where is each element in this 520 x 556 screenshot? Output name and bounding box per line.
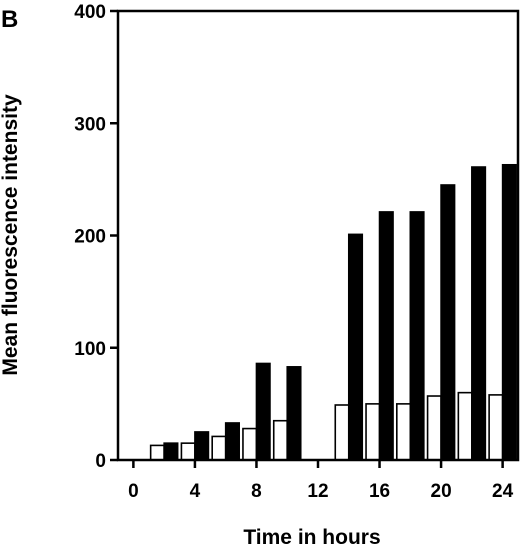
x-tick-label-4: 4 <box>190 481 201 502</box>
bar-series-1-x-6 <box>211 435 227 461</box>
x-tick-label-12: 12 <box>307 481 328 502</box>
y-tick-label-300: 300 <box>74 114 106 135</box>
y-tick-label-0: 0 <box>95 451 106 472</box>
x-tick-label-24: 24 <box>492 481 514 502</box>
bar-series-2-x-14 <box>347 233 364 461</box>
bar-series-2-x-20 <box>440 184 456 461</box>
bar-series-2-x-10 <box>286 366 302 461</box>
bar-series-1-x-2 <box>149 444 165 461</box>
bar-series-2-x-24 <box>501 163 517 461</box>
x-tick-label-8: 8 <box>251 481 262 502</box>
bar-series-1-x-4 <box>180 442 196 461</box>
bar-series-1-x-10 <box>272 419 289 461</box>
bar-series-2-x-6 <box>224 422 240 461</box>
bar-series-2-x-8 <box>255 362 271 461</box>
bar-series-2-x-2 <box>163 442 179 461</box>
x-tick-label-20: 20 <box>431 481 452 502</box>
bar-series-1-x-14 <box>334 404 350 461</box>
bar-series-1-x-22 <box>457 391 473 461</box>
y-tick-label-400: 400 <box>74 2 106 23</box>
y-axis-title: Mean fluorescence intensity <box>0 94 22 376</box>
bar-series-2-x-4 <box>194 431 210 461</box>
bar-series-1-x-8 <box>242 427 258 461</box>
y-tick-label-100: 100 <box>74 339 106 360</box>
panel-label: B <box>1 6 18 33</box>
x-tick-label-16: 16 <box>369 481 390 502</box>
bar-series-2-x-22 <box>471 166 487 461</box>
y-tick-label-200: 200 <box>74 227 106 248</box>
bar-series-1-x-20 <box>426 395 442 461</box>
bar-series-1-x-24 <box>488 394 504 461</box>
x-axis-title: Time in hours <box>243 526 380 549</box>
bar-series-2-x-16 <box>378 211 394 461</box>
plot-area: 0 100 200 300 400 0 4 8 12 16 20 24 <box>74 2 520 502</box>
bar-series-2-x-18 <box>409 211 425 461</box>
x-tick-label-0: 0 <box>128 481 139 502</box>
bar-series-1-x-18 <box>396 403 412 461</box>
bar-series-1-x-16 <box>365 403 381 461</box>
